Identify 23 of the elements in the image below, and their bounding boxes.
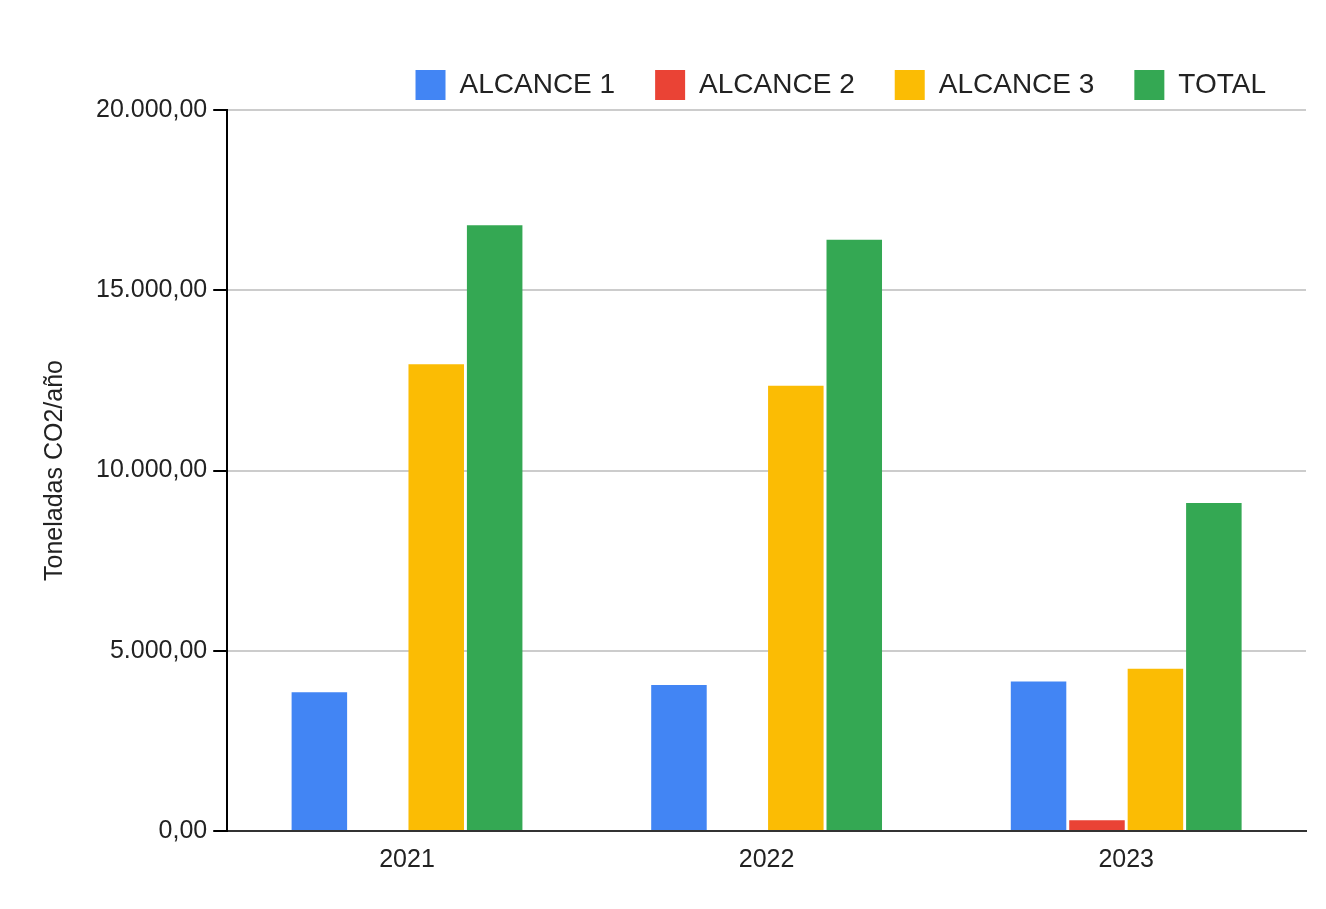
x-tick-label: 2022: [738, 843, 795, 872]
y-tick-label: 10.000,00: [96, 454, 208, 483]
x-tick-label: 2023: [1098, 843, 1155, 872]
y-tick-label: 15.000,00: [96, 274, 208, 303]
y-tick-label: 0,00: [158, 814, 208, 843]
y-tick-label: 20.000,00: [96, 93, 208, 122]
bar: [826, 239, 883, 830]
x-tick-label: 2021: [379, 843, 435, 872]
bar: [1127, 668, 1184, 830]
bar: [1069, 820, 1125, 830]
legend-label: TOTAL: [1178, 67, 1267, 99]
legend-label: ALCANCE 1: [459, 67, 616, 99]
bar: [1186, 502, 1242, 830]
legend-label: ALCANCE 3: [938, 67, 1095, 99]
bar: [466, 225, 523, 830]
bar: [768, 385, 824, 830]
bar: [291, 692, 348, 830]
bar: [408, 364, 464, 830]
legend-label: ALCANCE 2: [699, 67, 855, 99]
y-axis-title: Toneladas CO2/año: [38, 360, 67, 581]
bar: [1010, 681, 1067, 830]
bar: [651, 685, 707, 830]
y-tick-label: 5.000,00: [109, 634, 208, 663]
